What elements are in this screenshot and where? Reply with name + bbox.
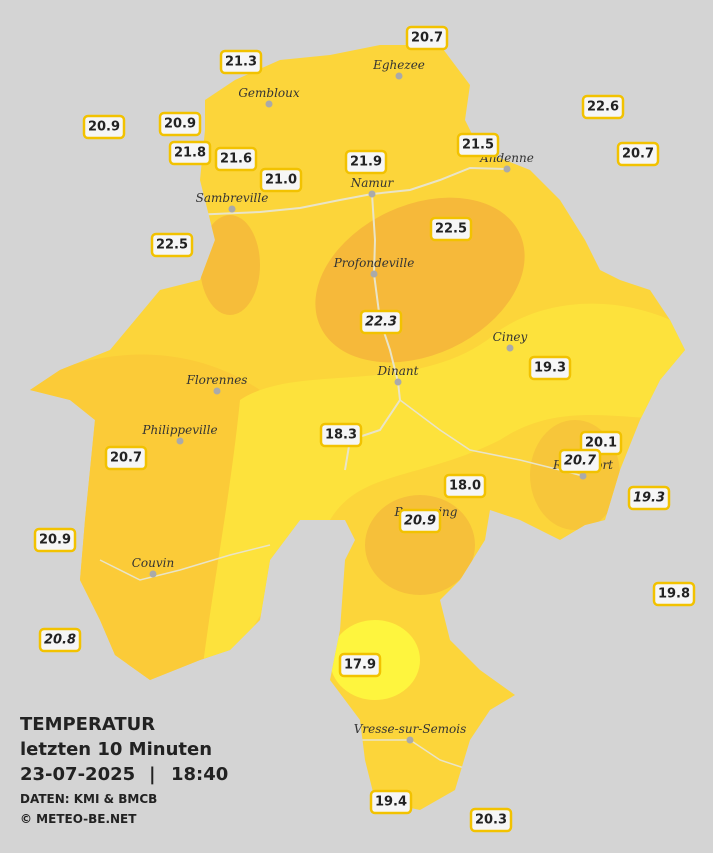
city-label: Eghezee xyxy=(372,58,425,72)
city-dot xyxy=(579,472,587,480)
station-value: 20.7 xyxy=(622,147,654,162)
legend-title: TEMPERATUR xyxy=(20,714,155,735)
city-dot xyxy=(506,344,514,352)
station-value: 21.9 xyxy=(350,155,382,170)
station-value: 17.9 xyxy=(344,658,376,673)
station-box xyxy=(443,473,487,499)
station-value: 20.7 xyxy=(411,31,443,46)
city-label: Profondeville xyxy=(333,256,415,270)
station-value: 20.8 xyxy=(44,633,76,648)
station-value: 21.3 xyxy=(225,55,257,70)
station-value: 20.7 xyxy=(564,454,597,469)
legend: TEMPERATUR letzten 10 Minuten 23-07-2025… xyxy=(20,714,228,826)
station-box xyxy=(398,508,442,534)
legend-separator: | xyxy=(149,764,156,785)
station-box xyxy=(338,652,382,678)
station-box xyxy=(469,807,513,833)
station-box xyxy=(616,141,660,167)
station-value: 18.3 xyxy=(325,428,357,443)
station-value: 18.0 xyxy=(449,479,481,494)
city-dot xyxy=(149,570,157,578)
legend-source: DATEN: KMI & BMCB xyxy=(20,792,157,806)
station-box xyxy=(38,627,82,653)
city-label: Philippeville xyxy=(141,423,217,437)
city-dot xyxy=(395,72,403,80)
city-dot xyxy=(368,190,376,198)
city-dot xyxy=(406,736,414,744)
city-label: Florennes xyxy=(186,373,248,387)
station-value: 21.5 xyxy=(462,138,494,153)
city-dot xyxy=(228,205,236,213)
station-box xyxy=(150,232,194,258)
city-dot xyxy=(503,165,511,173)
station-box xyxy=(369,789,413,815)
station-value: 19.4 xyxy=(375,795,407,810)
station-value: 20.9 xyxy=(39,533,71,548)
station-box xyxy=(219,49,263,75)
station-box xyxy=(104,445,148,471)
station-value: 22.3 xyxy=(365,315,397,330)
station-value: 19.8 xyxy=(658,587,690,602)
station-value: 21.6 xyxy=(220,152,252,167)
city-label: Dinant xyxy=(377,364,419,378)
city-label: Ciney xyxy=(493,330,528,344)
legend-copyright: © METEO-BE.NET xyxy=(20,812,137,826)
station-box xyxy=(33,527,77,553)
station-value: 20.3 xyxy=(475,813,507,828)
station-box xyxy=(652,581,696,607)
city-label: Gembloux xyxy=(238,86,300,100)
station-value: 21.8 xyxy=(174,146,206,161)
station-box xyxy=(158,111,202,137)
station-box xyxy=(528,355,572,381)
station-box xyxy=(456,132,500,158)
station-value: 21.0 xyxy=(265,173,297,188)
station-box xyxy=(405,25,449,51)
city-dot xyxy=(265,100,273,108)
city-label: Couvin xyxy=(132,556,174,570)
city-label: Sambreville xyxy=(196,191,269,205)
station-box xyxy=(429,216,473,242)
station-value: 19.3 xyxy=(534,361,566,376)
legend-period: letzten 10 Minuten xyxy=(20,739,212,760)
station-value: 20.9 xyxy=(164,117,196,132)
station-value: 20.1 xyxy=(585,436,617,451)
station-box xyxy=(214,146,258,172)
station-box xyxy=(344,149,388,175)
station-value: 20.7 xyxy=(110,451,142,466)
station-value: 22.5 xyxy=(156,238,188,253)
station-box xyxy=(319,422,363,448)
city-dot xyxy=(394,378,402,386)
station-value: 20.9 xyxy=(88,120,120,135)
station-box xyxy=(558,448,602,474)
station-box xyxy=(581,94,625,120)
station-box xyxy=(359,309,403,335)
city-dot xyxy=(213,387,221,395)
city-label: Vresse-sur-Semois xyxy=(354,722,467,736)
city-dot xyxy=(176,437,184,445)
station-value: 22.5 xyxy=(435,222,467,237)
station-value: 19.3 xyxy=(633,491,665,506)
legend-date: 23-07-2025 xyxy=(20,764,135,785)
station-box xyxy=(259,167,303,193)
station-value: 22.6 xyxy=(587,100,619,115)
station-box xyxy=(82,114,126,140)
station-box xyxy=(627,485,671,511)
station-value: 20.9 xyxy=(404,514,436,529)
stations: 20.7 21.3 22.6 20.9 20.9 21.5 20.7 21.8 21.6 21.9… xyxy=(33,25,696,833)
city-label: Namur xyxy=(350,176,395,190)
station-box xyxy=(168,140,212,166)
city-dot xyxy=(370,270,378,278)
legend-time: 18:40 xyxy=(171,764,228,785)
